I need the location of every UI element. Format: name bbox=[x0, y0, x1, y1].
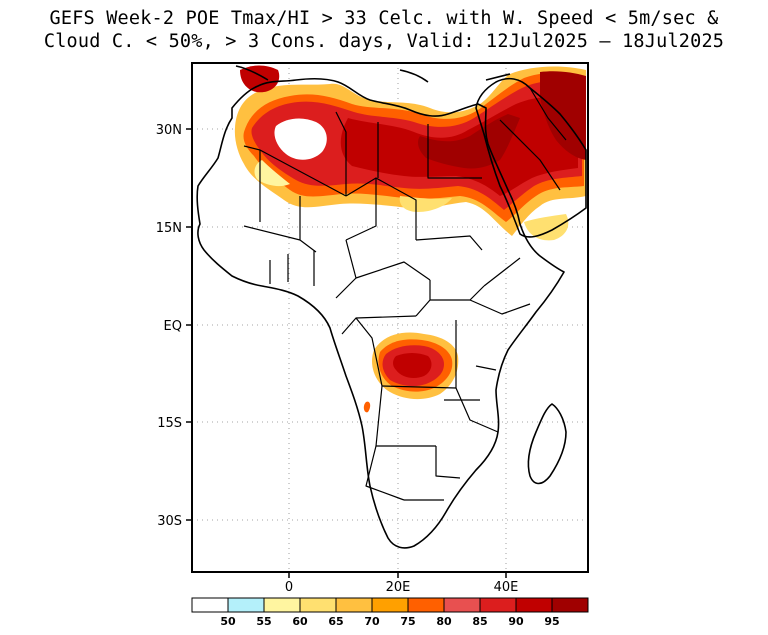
colorbar: 50 55 60 65 70 75 80 85 90 95 bbox=[191, 597, 589, 628]
colorbar-swatch bbox=[551, 597, 589, 613]
probability-shading-central bbox=[363, 332, 459, 413]
colorbar-swatch bbox=[407, 597, 445, 613]
colorbar-swatch bbox=[335, 597, 373, 613]
colorbar-swatch bbox=[443, 597, 481, 613]
colorbar-swatch bbox=[371, 597, 409, 613]
lon-tick-marks bbox=[288, 572, 507, 578]
lat-label: 15S bbox=[157, 416, 182, 431]
lat-label: 30N bbox=[156, 123, 182, 138]
lat-label: 15N bbox=[156, 221, 182, 236]
lat-tick-marks bbox=[186, 128, 192, 521]
map-title-line-1: GEFS Week-2 POE Tmax/HI > 33 Celc. with … bbox=[49, 8, 719, 29]
colorbar-swatch bbox=[479, 597, 517, 613]
map-frame bbox=[191, 62, 589, 573]
colorbar-swatch bbox=[263, 597, 301, 613]
colorbar-swatch bbox=[191, 597, 229, 613]
lat-label: 30S bbox=[157, 514, 182, 529]
map-title-line-2: Cloud C. < 50%, > 3 Cons. days, Valid: 1… bbox=[43, 31, 725, 52]
colorbar-label: 55 bbox=[256, 615, 271, 628]
country-borders bbox=[243, 87, 567, 501]
probability-shading-north bbox=[234, 65, 586, 241]
colorbar-swatch bbox=[299, 597, 337, 613]
colorbar-label: 75 bbox=[400, 615, 415, 628]
colorbar-label: 65 bbox=[328, 615, 343, 628]
colorbar-label: 70 bbox=[364, 615, 380, 628]
colorbar-label: 80 bbox=[436, 615, 452, 628]
colorbar-label: 85 bbox=[472, 615, 487, 628]
lat-label: EQ bbox=[164, 319, 182, 334]
lon-label: 40E bbox=[494, 580, 519, 595]
colorbar-swatch bbox=[227, 597, 265, 613]
lon-label: 20E bbox=[386, 580, 411, 595]
colorbar-label: 95 bbox=[544, 615, 559, 628]
lon-label: 0 bbox=[285, 580, 293, 595]
colorbar-label: 60 bbox=[292, 615, 308, 628]
colorbar-label: 50 bbox=[220, 615, 236, 628]
colorbar-label: 90 bbox=[508, 615, 524, 628]
colorbar-swatch bbox=[515, 597, 553, 613]
